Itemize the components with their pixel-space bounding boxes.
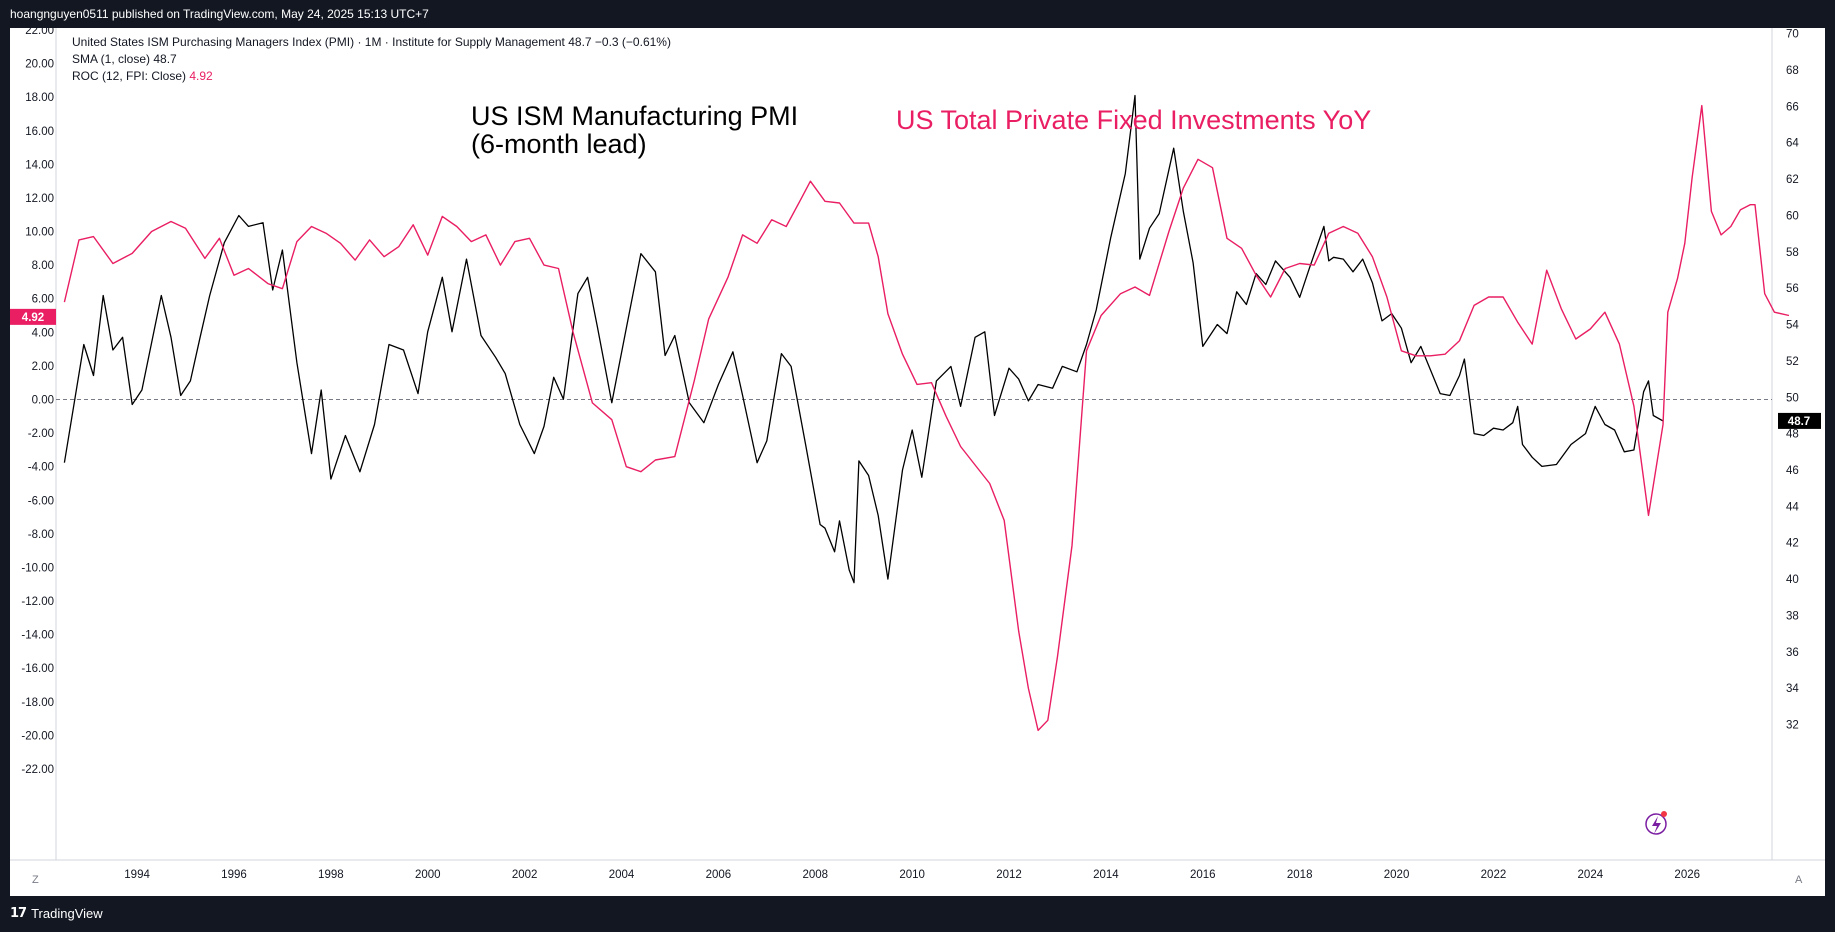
x-axis-tick-label: 2012 [996, 869, 1022, 881]
right-axis-tick-label: 56 [1786, 283, 1799, 295]
left-axis-tick-label: 4.00 [32, 327, 54, 339]
left-axis-tick-label: -20.00 [21, 730, 54, 742]
legend-roc-value: 4.92 [189, 69, 213, 83]
lightning-icon-dot [1661, 811, 1667, 817]
right-axis-tick-label: 32 [1786, 720, 1799, 732]
left-axis-tick-label: -8.00 [28, 529, 54, 541]
left-axis-tick-label: 0.00 [32, 395, 54, 407]
left-axis-tick-label: 6.00 [32, 294, 54, 306]
left-axis-tick-label: 2.00 [32, 361, 54, 373]
pmi-value-label-bg [1778, 412, 1821, 429]
x-axis: 1994 1996 1998 2000 2002 2004 2006 2008 2010 2012… [124, 869, 1700, 881]
publisher-text: hoangnguyen0511 published on TradingView… [10, 7, 429, 21]
roc-series-line [63, 104, 1790, 732]
x-axis-tick-label: 2022 [1481, 869, 1507, 881]
left-axis-tick-label: -6.00 [28, 495, 54, 507]
left-axis-tick-label: 22.00 [25, 28, 54, 37]
right-axis-tick-label: 38 [1786, 610, 1799, 622]
pmi-annotation-line2: (6-month lead) [471, 129, 647, 159]
pmi-annotation[interactable]: US ISM Manufacturing PMI (6-month lead) [471, 102, 798, 158]
right-axis-tick-label: 44 [1786, 501, 1799, 513]
legend-sma[interactable]: SMA (1, close) 48.7 [72, 51, 671, 68]
x-axis-tick-label: 2018 [1287, 869, 1313, 881]
right-axis: 70 68 66 64 62 60 58 56 54 52 50 48 46 44 42 40 38 36 34 32 [1786, 29, 1799, 732]
left-axis-tick-label: -12.00 [21, 596, 54, 608]
x-axis-tick-label: 2026 [1674, 869, 1700, 881]
scale-left-toggle[interactable]: Z [32, 874, 39, 886]
footer-bar: 17 TradingView [0, 896, 1835, 932]
left-axis-tick-label: 8.00 [32, 260, 54, 272]
lightning-icon [1645, 811, 1667, 835]
left-axis-tick-label: 20.00 [25, 59, 54, 71]
legend-sma-value: 48.7 [153, 52, 177, 66]
legend-sma-label: SMA (1, close) [72, 52, 151, 66]
right-axis-tick-label: 46 [1786, 465, 1799, 477]
tradingview-logo-icon: 17 [10, 906, 27, 921]
x-axis-tick-label: 1998 [318, 869, 344, 881]
auto-scale-toggle[interactable]: A [1795, 874, 1803, 886]
left-axis-tick-label: 18.00 [25, 92, 54, 104]
x-axis-tick-label: 2004 [609, 869, 635, 881]
pmi-annotation-line1: US ISM Manufacturing PMI [471, 101, 799, 131]
left-axis-tick-label: -16.00 [21, 663, 54, 675]
value-labels-layer: 4.92 48.7 [10, 308, 1821, 835]
x-axis-tick-label: 1994 [124, 869, 150, 881]
legend-main[interactable]: United States ISM Purchasing Managers In… [72, 35, 671, 49]
left-axis: 22.00 20.00 18.00 16.00 14.00 12.00 10.00 8.00 6… [21, 25, 54, 776]
right-axis-tick-label: 70 [1786, 29, 1799, 41]
right-axis-tick-label: 54 [1786, 320, 1799, 332]
tradingview-logo[interactable]: 17 TradingView [10, 896, 103, 932]
right-axis-tick-label: 52 [1786, 356, 1799, 368]
legend-roc[interactable]: ROC (12, FPI: Close) 4.92 [72, 68, 671, 85]
x-axis-tick-label: 2002 [512, 869, 538, 881]
publisher-bar: hoangnguyen0511 published on TradingView… [0, 0, 1835, 28]
chart-frame[interactable]: 22.00 20.00 18.00 16.00 14.00 12.00 10.00 8.00 6… [10, 25, 1825, 896]
chart-svg[interactable]: 22.00 20.00 18.00 16.00 14.00 12.00 10.00 8.00 6… [10, 25, 1825, 896]
lightning-icon-bolt [1652, 816, 1661, 834]
left-axis-tick-label: 10.00 [25, 227, 54, 239]
legend-roc-label: ROC (12, FPI: Close) [72, 69, 187, 83]
right-axis-tick-label: 34 [1786, 683, 1799, 695]
x-axis-tick-label: 2024 [1578, 869, 1604, 881]
left-axis-tick-label: 16.00 [25, 126, 54, 138]
chart-legend: United States ISM Purchasing Managers In… [72, 34, 671, 85]
roc-value-label: 4.92 [22, 312, 44, 324]
x-axis-tick-label: 1996 [221, 869, 247, 881]
left-axis-tick-label: -22.00 [21, 764, 54, 776]
x-axis-tick-label: 2020 [1384, 869, 1410, 881]
left-axis-tick-label: -2.00 [28, 428, 54, 440]
right-axis-tick-label: 40 [1786, 574, 1799, 586]
x-axis-tick-label: 2010 [899, 869, 925, 881]
right-axis-tick-label: 48 [1786, 429, 1799, 441]
left-axis-tick-label: 14.00 [25, 159, 54, 171]
lightning-icon-ring [1645, 813, 1667, 835]
right-axis-tick-label: 66 [1786, 101, 1799, 113]
right-axis-tick-label: 50 [1786, 392, 1799, 404]
right-axis-tick-label: 42 [1786, 538, 1799, 550]
x-axis-tick-label: 2006 [706, 869, 732, 881]
footer-brand: TradingView [31, 906, 103, 921]
pmi-value-label: 48.7 [1788, 416, 1810, 428]
right-axis-tick-label: 60 [1786, 210, 1799, 222]
x-axis-tick-label: 2000 [415, 869, 441, 881]
left-axis-tick-label: -14.00 [21, 630, 54, 642]
right-axis-tick-label: 62 [1786, 174, 1799, 186]
left-axis-tick-label: -10.00 [21, 562, 54, 574]
x-axis-tick-label: 2016 [1190, 869, 1216, 881]
right-axis-tick-label: 68 [1786, 65, 1799, 77]
right-axis-tick-label: 36 [1786, 647, 1799, 659]
grid-layer [10, 28, 1825, 861]
left-axis-tick-label: -18.00 [21, 697, 54, 709]
x-axis-tick-label: 2014 [1093, 869, 1119, 881]
pmi-series-line [63, 94, 1664, 584]
left-axis-tick-label: 12.00 [25, 193, 54, 205]
right-axis-tick-label: 58 [1786, 247, 1799, 259]
roc-value-label-bg [10, 308, 56, 325]
left-axis-tick-label: -4.00 [28, 462, 54, 474]
x-axis-tick-label: 2008 [802, 869, 828, 881]
investment-annotation[interactable]: US Total Private Fixed Investments YoY [896, 105, 1372, 135]
right-axis-tick-label: 64 [1786, 138, 1799, 150]
series-layer [63, 94, 1790, 732]
